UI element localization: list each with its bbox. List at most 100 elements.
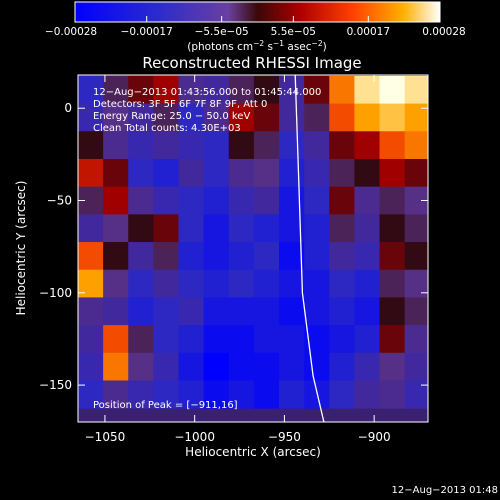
heatmap-cell <box>354 75 381 105</box>
heatmap-cell <box>304 131 330 160</box>
heatmap-cell <box>153 297 180 326</box>
heatmap-cell <box>153 214 180 243</box>
colorbar-tick-label: −0.00017 <box>121 26 173 38</box>
heatmap <box>78 75 428 409</box>
heatmap-cell <box>304 242 330 271</box>
heatmap-cell <box>279 297 305 326</box>
colorbar-tick-label: 5.5e−05 <box>271 26 316 38</box>
heatmap-cell <box>78 297 104 326</box>
heatmap-cell <box>354 352 381 381</box>
heatmap-cell <box>354 186 381 215</box>
heatmap-cell <box>253 352 280 381</box>
y-tick-label: −50 <box>47 194 72 208</box>
heatmap-cell <box>379 214 406 243</box>
heatmap-cell <box>279 75 305 105</box>
heatmap-cell <box>279 269 305 298</box>
y-tick-label: −100 <box>39 286 72 300</box>
heatmap-cell <box>128 103 154 132</box>
heatmap-cell <box>178 380 205 409</box>
heatmap-cell <box>253 131 280 160</box>
heatmap-cell <box>253 103 280 132</box>
colorbar-tick-label: −5.5e−05 <box>195 26 249 38</box>
heatmap-cell <box>404 325 428 354</box>
heatmap-cell <box>103 297 129 326</box>
heatmap-cell <box>153 75 180 105</box>
annotation-detectors: Detectors: 3F 5F 6F 7F 8F 9F, Att 0 <box>93 99 267 110</box>
heatmap-cell <box>404 75 428 105</box>
colorbar-unit-label: (photons cm−2 s−1 asec−2) <box>187 39 326 53</box>
heatmap-cell <box>304 297 330 326</box>
heatmap-cell <box>354 214 381 243</box>
heatmap-cell <box>404 269 428 298</box>
heatmap-cell <box>128 380 154 409</box>
heatmap-cell <box>78 131 104 160</box>
heatmap-cell <box>379 131 406 160</box>
colorbar-tick-label: 0.00017 <box>347 26 390 38</box>
heatmap-cell <box>379 103 406 132</box>
heatmap-cell <box>103 325 129 354</box>
heatmap-cell <box>253 75 280 105</box>
heatmap-cell <box>103 131 129 160</box>
heatmap-cell <box>279 103 305 132</box>
heatmap-cell <box>253 325 280 354</box>
heatmap-cell <box>178 158 205 188</box>
x-tick-label: −1000 <box>174 430 215 444</box>
heatmap-cell <box>103 214 129 243</box>
heatmap-cell <box>78 158 104 188</box>
heatmap-cell <box>379 269 406 298</box>
heatmap-cell <box>103 75 129 105</box>
annotation-energy-range: Energy Range: 25.0 − 50.0 keV <box>93 111 250 122</box>
heatmap-cell <box>279 325 305 354</box>
heatmap-cell <box>354 380 381 409</box>
heatmap-cell <box>329 75 355 105</box>
heatmap-cell <box>178 186 205 215</box>
colorbar-tick-label: 0.00028 <box>422 26 465 38</box>
heatmap-cell <box>178 242 205 271</box>
heatmap-cell <box>228 75 255 105</box>
y-axis-ticks: 0 −50 −100 −150 <box>39 101 428 392</box>
heatmap-cell <box>404 103 428 132</box>
heatmap-cell <box>329 158 355 188</box>
heatmap-cell <box>78 242 104 271</box>
heatmap-cell <box>203 242 230 271</box>
heatmap-cell <box>329 242 355 271</box>
heatmap-cell <box>253 242 280 271</box>
heatmap-cell <box>354 297 381 326</box>
heatmap-cell <box>329 103 355 132</box>
heatmap-cell <box>228 103 255 132</box>
heatmap-cell <box>178 131 205 160</box>
colorbar-ticks: −0.00028 −0.00017 −5.5e−05 5.5e−05 0.00017 0.… <box>45 16 466 38</box>
heatmap-cell <box>203 269 230 298</box>
heatmap-cell <box>304 214 330 243</box>
heatmap-cell <box>153 103 180 132</box>
heatmap-cell <box>404 380 428 409</box>
heatmap-cell <box>379 186 406 215</box>
heatmap-cell <box>203 380 230 409</box>
heatmap-cell <box>128 214 154 243</box>
heatmap-cell <box>329 297 355 326</box>
heatmap-cell <box>153 325 180 354</box>
heatmap-cell <box>203 75 230 105</box>
heatmap-cell <box>128 242 154 271</box>
heatmap-cell <box>228 214 255 243</box>
heatmap-cell <box>78 75 104 105</box>
colorbar-tick-label: −0.00028 <box>45 26 97 38</box>
heatmap-cell <box>329 186 355 215</box>
heatmap-cell <box>304 75 330 105</box>
heatmap-cell <box>379 352 406 381</box>
heatmap-cell <box>404 297 428 326</box>
heatmap-cell <box>279 380 305 409</box>
heatmap-cell <box>379 325 406 354</box>
heatmap-cell <box>354 269 381 298</box>
heatmap-cell <box>329 131 355 160</box>
solar-limb-line <box>294 75 325 422</box>
heatmap-cell <box>153 131 180 160</box>
heatmap-cell <box>228 186 255 215</box>
timestamp: 12−Aug−2013 01:48 <box>392 485 498 496</box>
heatmap-cell <box>304 158 330 188</box>
heatmap-cell <box>103 269 129 298</box>
y-axis-label: Heliocentric Y (arcsec) <box>14 181 28 316</box>
y-tick-label: 0 <box>64 101 72 115</box>
heatmap-cell <box>103 380 129 409</box>
heatmap-cell <box>379 380 406 409</box>
